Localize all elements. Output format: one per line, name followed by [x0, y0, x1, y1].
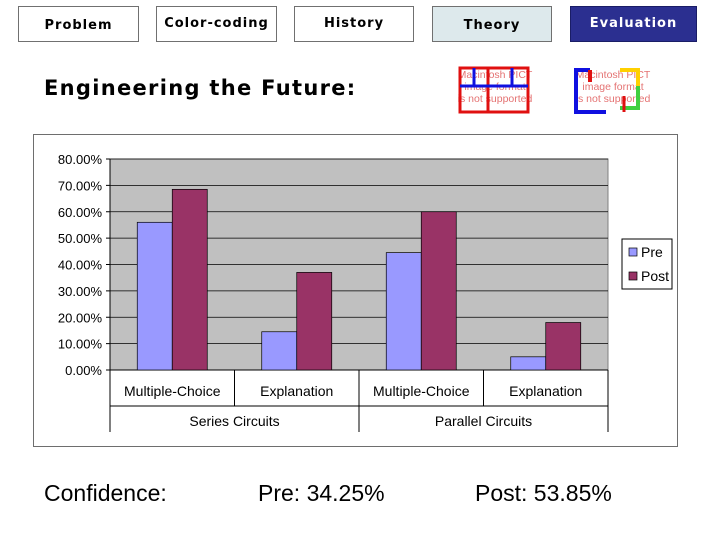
bar-chart: 80.00% 70.00% 60.00% 50.00% 40.00% 30.00% 20.0… — [58, 152, 673, 432]
pict-placeholder-image-2: Macintosh PICT image format is not suppo… — [568, 66, 658, 114]
y-tick-label: 60.00% — [58, 205, 103, 220]
y-tick-label: 50.00% — [58, 231, 103, 246]
x-group-label: Series Circuits — [189, 413, 279, 429]
bar-post — [420, 211, 457, 371]
y-tick-label: 40.00% — [58, 258, 103, 273]
nav-button-color-coding[interactable]: Color-coding — [156, 6, 277, 42]
bar-pre — [510, 356, 547, 371]
legend-swatch-post — [628, 271, 638, 281]
pict-frame-icon-1 — [458, 66, 530, 114]
legend-box — [621, 238, 673, 290]
page-title: Engineering the Future: — [44, 76, 357, 100]
y-tick-label: 30.00% — [58, 284, 103, 299]
chart-frame: 80.00% 70.00% 60.00% 50.00% 40.00% 30.00% 20.0… — [33, 134, 678, 447]
nav-history-label: History — [323, 16, 385, 31]
pict-placeholder-image-1: Macintosh PICT image format is not suppo… — [450, 66, 540, 114]
legend-swatch-pre — [628, 247, 638, 257]
x-group-label: Parallel Circuits — [435, 413, 532, 429]
nav-evaluation-label: Evaluation — [589, 16, 678, 31]
nav-theory-label: Theory — [463, 17, 521, 33]
y-tick-label: 10.00% — [58, 337, 103, 352]
bar-post — [171, 188, 208, 371]
nav-button-problem[interactable]: Problem — [18, 6, 139, 42]
pre-confidence-stat: Pre: 34.25% — [258, 480, 385, 506]
legend-label-pre: Pre — [641, 244, 663, 260]
bar-post — [296, 272, 333, 371]
x-category-label: Multiple-Choice — [124, 383, 221, 399]
y-tick-label: 20.00% — [58, 310, 103, 325]
pict-frame-icon-2 — [574, 68, 640, 114]
confidence-label: Confidence: — [44, 480, 167, 506]
x-category-label: Explanation — [260, 383, 333, 399]
nav-color-coding-label: Color-coding — [164, 16, 269, 31]
x-category-label: Multiple-Choice — [373, 383, 470, 399]
y-tick-label: 70.00% — [58, 178, 103, 193]
legend-label-post: Post — [641, 268, 669, 284]
nav-button-history[interactable]: History — [294, 6, 414, 42]
x-category-label: Explanation — [509, 383, 582, 399]
bar-pre — [136, 221, 173, 371]
post-confidence-stat: Post: 53.85% — [475, 480, 612, 506]
y-tick-label: 80.00% — [58, 152, 103, 167]
nav-problem-label: Problem — [44, 17, 113, 33]
y-tick-label: 0.00% — [65, 363, 102, 378]
bar-post — [545, 322, 582, 371]
bar-pre — [385, 252, 422, 371]
nav-button-theory[interactable]: Theory — [432, 6, 552, 42]
bar-pre — [261, 331, 298, 371]
nav-button-evaluation[interactable]: Evaluation — [570, 6, 697, 42]
